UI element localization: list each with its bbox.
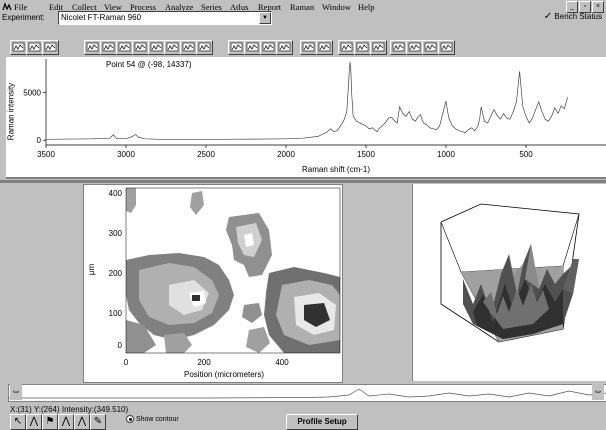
menu-item-window[interactable]: Window	[322, 2, 351, 12]
export-icon[interactable]	[338, 40, 355, 55]
profile-right-handle[interactable]: ⇔	[592, 384, 604, 400]
map-xtick-label: 0	[124, 358, 129, 367]
surface-plot-panel[interactable]	[412, 184, 606, 381]
subtract-icon[interactable]	[276, 40, 293, 55]
overlay-icon[interactable]	[100, 40, 117, 55]
spectrum-xtick-label: 3000	[117, 150, 135, 159]
minimize-icon[interactable]: _	[566, 1, 578, 13]
menu-item-view[interactable]: View	[104, 2, 122, 12]
peak-icon[interactable]	[228, 40, 245, 55]
map-ytick-label: 100	[109, 309, 123, 318]
show-contour-radio[interactable]: Show contour	[126, 415, 179, 423]
save-icon[interactable]	[26, 40, 43, 55]
profile-strip[interactable]	[8, 384, 606, 402]
print-icon[interactable]	[42, 40, 59, 55]
map-xtick-label: 200	[197, 358, 211, 367]
menu-item-series[interactable]: Series	[201, 2, 222, 12]
radio-icon	[126, 415, 134, 423]
map-ytick-label: 200	[109, 269, 123, 278]
spectrum-ytick-label: 5000	[23, 88, 41, 97]
zoom-icon[interactable]	[132, 40, 149, 55]
experiment-select[interactable]: Nicolet FT-Raman 960 ▼	[58, 11, 272, 25]
cut-icon[interactable]	[390, 40, 407, 55]
menu-item-edit[interactable]: Edit	[49, 2, 64, 12]
contour-map-chart: 0 200 400 400 300 200 100 0	[109, 187, 341, 367]
restore-icon[interactable]: ▫	[579, 1, 591, 13]
app-icon[interactable]	[2, 2, 12, 12]
spectrum-annotation: Point 54 @ (-98, 14337)	[106, 60, 192, 69]
menu-item-collect[interactable]: Collect	[72, 2, 97, 12]
marker-tool-icon[interactable]: ⚑	[42, 414, 58, 430]
spectrum-panel[interactable]: 3500 3000 2500 2000 1500 1000 500 5000 0 Point 5…	[6, 57, 606, 179]
spectrum-chart: 3500 3000 2500 2000 1500 1000 500 5000 0	[23, 59, 606, 159]
open-icon[interactable]	[10, 40, 27, 55]
show-contour-label: Show contour	[135, 415, 179, 423]
display-icon[interactable]	[84, 40, 101, 55]
window-controls: _ ▫ ×	[565, 1, 604, 13]
map-xtick-label: 400	[275, 358, 289, 367]
bar-chart-icon[interactable]	[316, 40, 333, 55]
profile-left-handle[interactable]: ⇔	[10, 384, 22, 400]
spectrum-xtick-label: 500	[519, 150, 533, 159]
stack-icon[interactable]	[116, 40, 133, 55]
experiment-value: Nicolet FT-Raman 960	[61, 13, 142, 22]
search-icon[interactable]	[300, 40, 317, 55]
spectrum-xtick-label: 1000	[437, 150, 455, 159]
spectrum-axes	[45, 59, 606, 146]
library-icon[interactable]	[438, 40, 455, 55]
experiment-label: Experiment:	[2, 13, 45, 22]
close-icon[interactable]: ×	[592, 1, 604, 13]
contour-map-panel[interactable]: 0 200 400 400 300 200 100 0 Position (micromete…	[83, 184, 343, 383]
menu-item-help[interactable]: Help	[358, 2, 375, 12]
cursor-readout: X:(31) Y:(264) Intensity:(349.510)	[10, 405, 129, 414]
grid-icon[interactable]	[196, 40, 213, 55]
bench-status-button[interactable]: ✓ Bench Status	[544, 11, 602, 23]
map-icon[interactable]	[406, 40, 423, 55]
map-ytick-label: 0	[118, 341, 123, 350]
spectrum-xtick-label: 3500	[37, 150, 55, 159]
menu-item-report[interactable]: Report	[258, 2, 282, 12]
spectrum-xlabel: Raman shift (cm-1)	[302, 165, 371, 174]
scale-icon[interactable]	[164, 40, 181, 55]
map-xlabel: Position (micrometers)	[184, 370, 265, 379]
menu-item-process[interactable]: Process	[130, 2, 156, 12]
spectrum-ytick-label: 0	[37, 136, 42, 145]
map-ylabel: µm	[87, 263, 97, 276]
spectrum-xtick-label: 2500	[197, 150, 215, 159]
expand-icon[interactable]	[148, 40, 165, 55]
background-icon[interactable]	[370, 40, 387, 55]
settings-icon[interactable]	[422, 40, 439, 55]
menu-item-raman[interactable]: Raman	[290, 2, 315, 12]
chevron-down-icon[interactable]: ▼	[259, 12, 271, 24]
menu-item-file[interactable]: File	[14, 2, 28, 12]
menu-bar: File Edit Collect View Process Analyze Series A…	[0, 0, 606, 14]
bench-status-label: Bench Status	[554, 12, 602, 21]
map-ytick-label: 300	[109, 229, 123, 238]
collect-icon[interactable]	[354, 40, 371, 55]
spectrum-ylabel: Raman intensity	[6, 82, 16, 141]
menu-item-analyze[interactable]: Analyze	[165, 2, 194, 12]
spectrum-xtick-label: 1500	[357, 150, 375, 159]
pane-divider[interactable]	[0, 180, 606, 183]
surface-plot-chart	[440, 203, 580, 343]
spectrum-line	[45, 61, 568, 140]
select-icon[interactable]	[180, 40, 197, 55]
smooth-icon[interactable]	[260, 40, 277, 55]
menu-item-atlus[interactable]: Atlus	[230, 2, 249, 12]
map-ytick-label: 400	[109, 189, 123, 198]
baseline-icon[interactable]	[244, 40, 261, 55]
check-icon: ✓	[543, 11, 553, 22]
profile-chart	[9, 388, 606, 399]
spectrum-xtick-label: 2000	[277, 150, 295, 159]
